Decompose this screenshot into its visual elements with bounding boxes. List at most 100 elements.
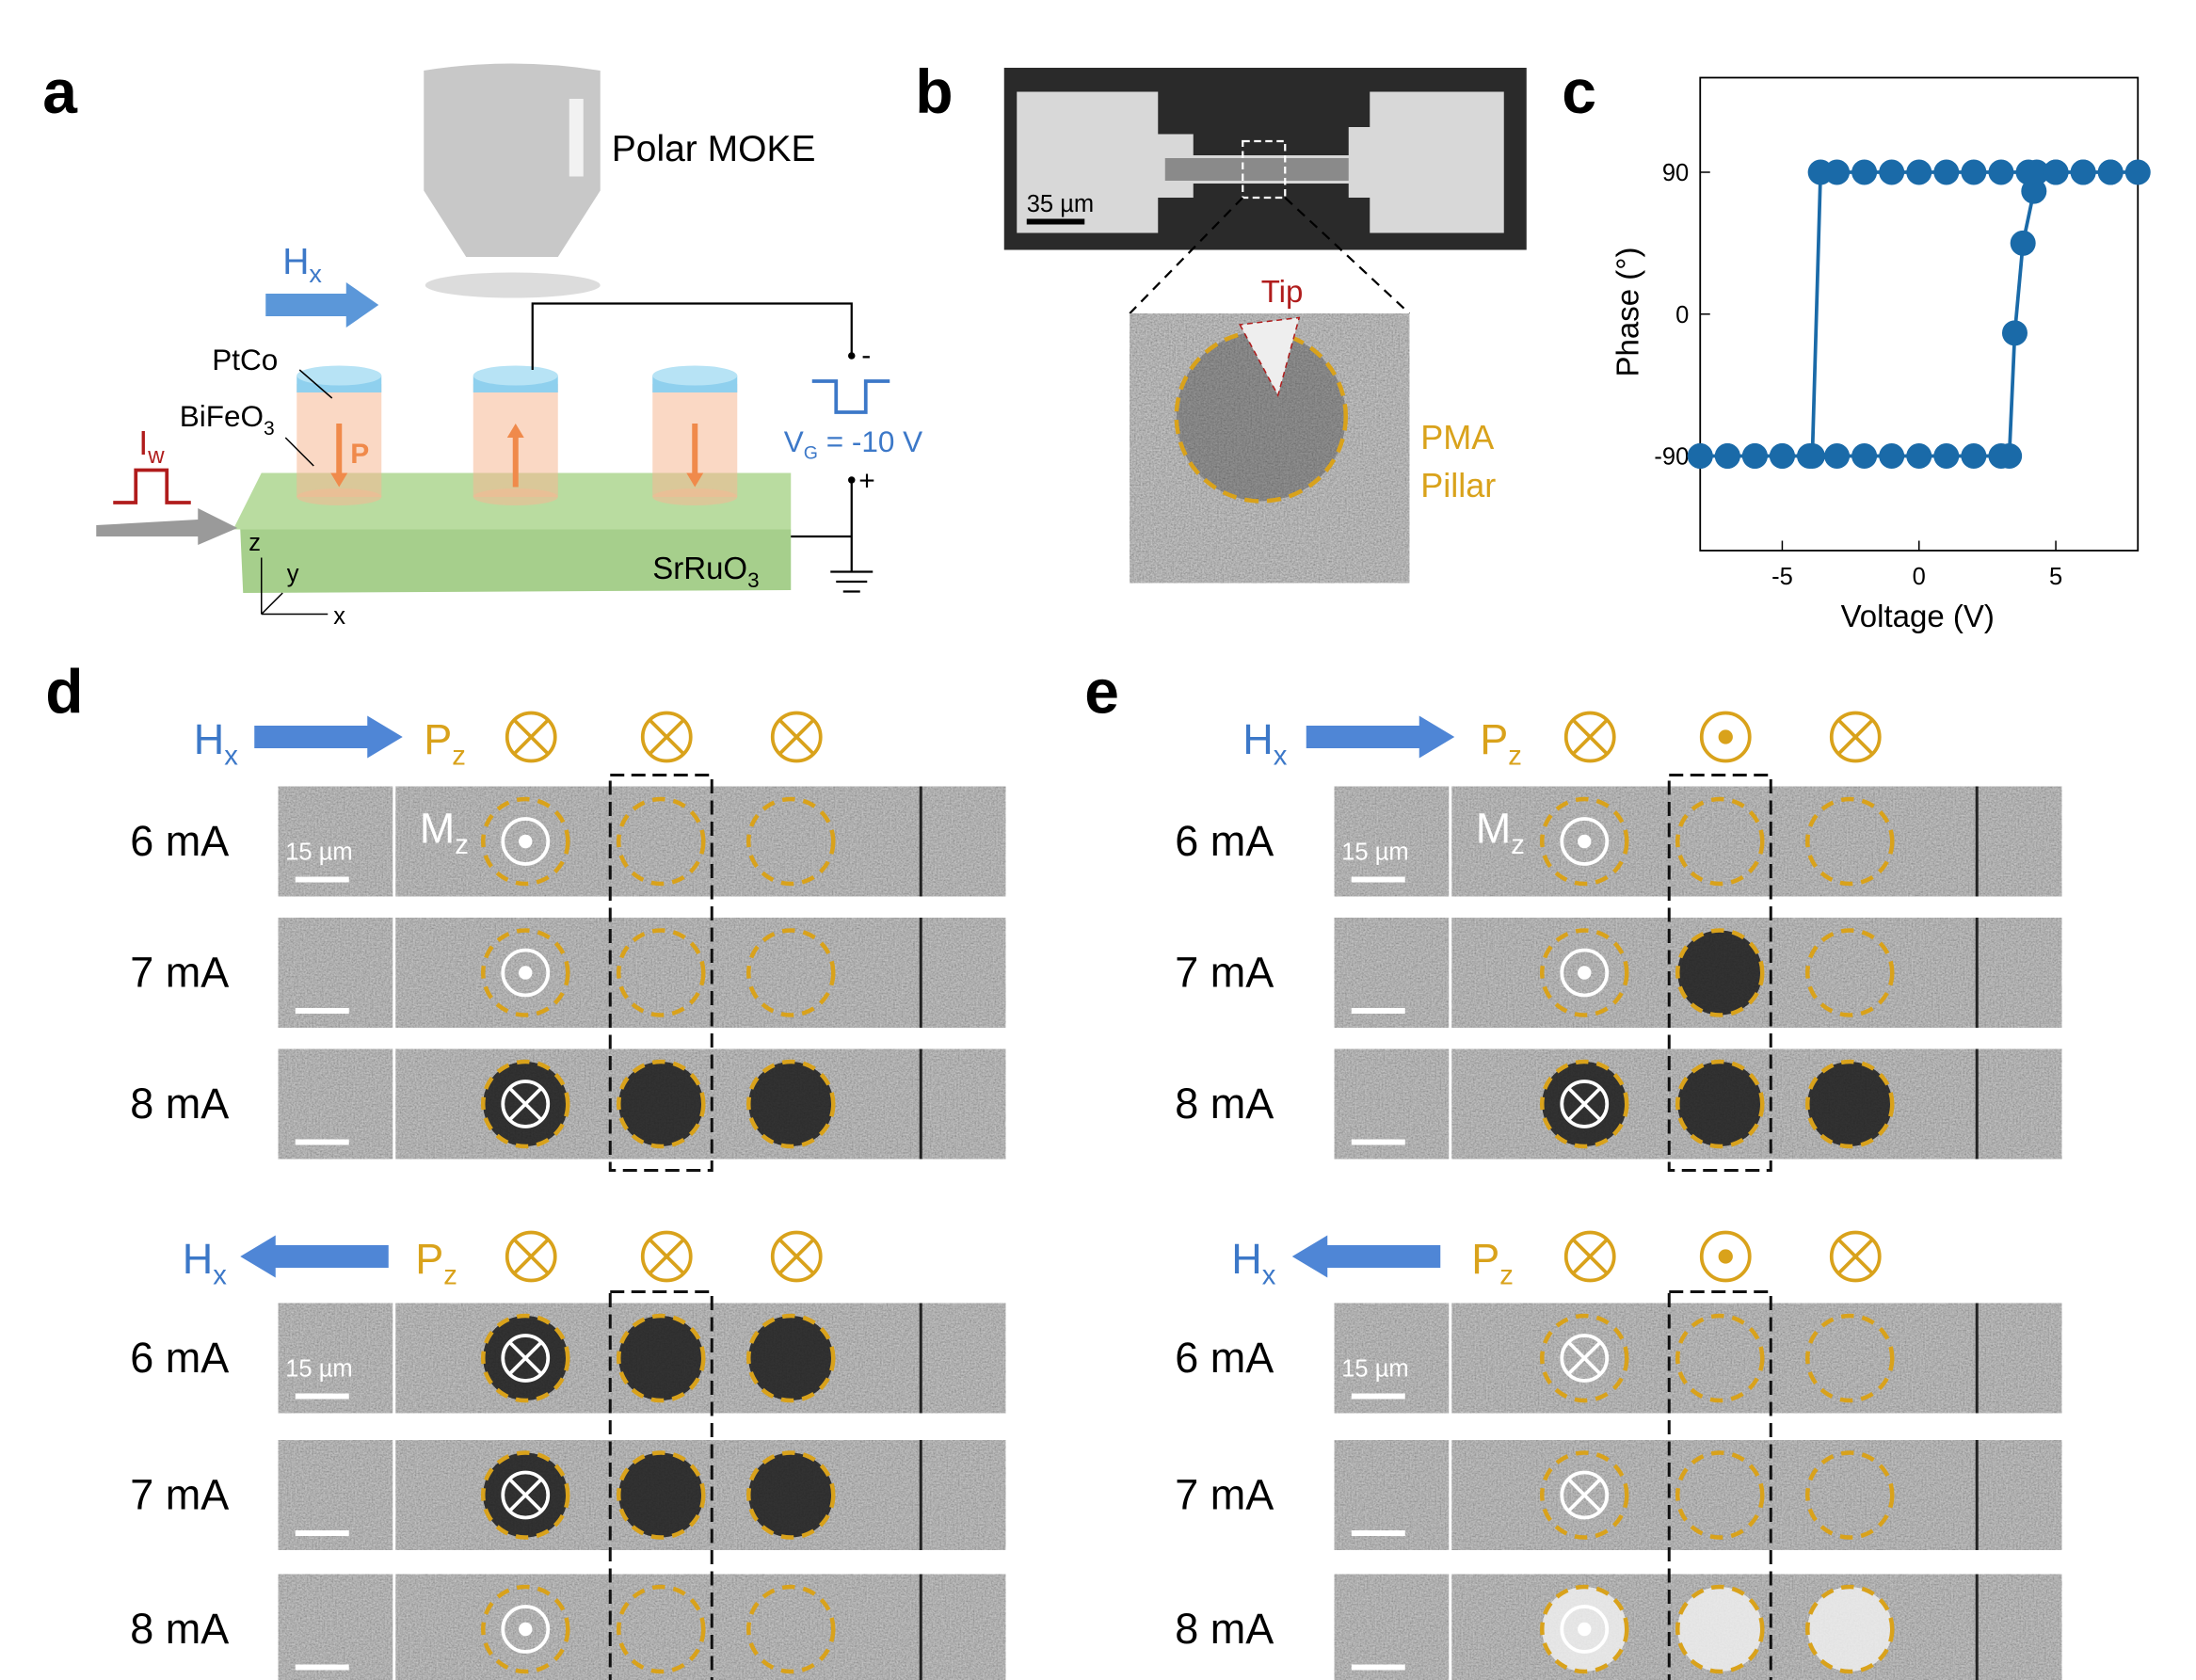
ground [791, 480, 874, 593]
pillar-base [297, 488, 382, 505]
symbol-ring [501, 1470, 551, 1520]
pillar-outline [481, 1584, 570, 1674]
row-label: 6 mA [130, 817, 229, 865]
plot-frame [1699, 76, 2140, 552]
symbol-ring [1699, 711, 1752, 763]
scale-label: 15 µm [1341, 840, 1408, 866]
symbol-ring [501, 1605, 551, 1654]
polarization-head [686, 472, 704, 488]
pillar-outline [617, 1313, 706, 1403]
pillar-outline [617, 796, 706, 887]
row-label: 6 mA [1175, 1334, 1274, 1382]
pillar-outline [1805, 1059, 1895, 1149]
data-point [1687, 443, 1713, 469]
data-point [1961, 159, 1987, 185]
data-point [1714, 443, 1740, 469]
current-label: Iw [138, 424, 165, 469]
pillar-outline [1540, 1313, 1629, 1403]
symbol-dot [1578, 966, 1592, 980]
data-point [1933, 159, 1960, 185]
channel [1164, 158, 1349, 181]
pillar-outline [1805, 1450, 1895, 1540]
chart: -5 0 5 -90 0 90 [1654, 159, 2151, 590]
pillar-outline [481, 1059, 570, 1149]
symbol-dot [519, 966, 533, 980]
row-label: 7 mA [1175, 1471, 1274, 1519]
pillar-outline [1805, 1584, 1895, 1674]
zoom-box [1242, 139, 1287, 200]
data-point [1741, 443, 1768, 469]
symbol-dot [1578, 834, 1592, 849]
symbol-ring [640, 1230, 693, 1283]
pillar-outline [481, 1313, 570, 1403]
symbol-ring [1699, 1230, 1752, 1283]
axes-icon [260, 557, 329, 616]
minus: - [861, 340, 871, 371]
objective [424, 63, 601, 257]
pillar-outline [1805, 928, 1895, 1017]
pol-label-main: P [1480, 715, 1508, 763]
plus: + [858, 466, 875, 497]
panel-label: d [45, 657, 83, 727]
switched-domain [748, 1452, 834, 1538]
pillar-outline [746, 1584, 836, 1674]
scale-label: 15 µm [285, 840, 352, 866]
data-point [1851, 159, 1878, 185]
gate-rest: = -10 V [818, 424, 922, 458]
pillar-outline [617, 1584, 706, 1674]
field-label: Hx [282, 242, 322, 288]
data-point [1906, 443, 1932, 469]
zoom-line [1284, 197, 1411, 314]
row-label: 8 mA [1175, 1080, 1274, 1128]
mag-label-main: M [1476, 805, 1512, 853]
leader [298, 369, 333, 399]
row-label: 6 mA [130, 1334, 229, 1382]
objective-shine [569, 99, 584, 177]
panel-label: a [42, 56, 78, 126]
symbol-cross [508, 1087, 542, 1121]
pillar-outline [1540, 928, 1629, 1017]
field-sub: x [309, 260, 322, 288]
symbol-cross [778, 719, 814, 755]
symbol-cross [1572, 1239, 1608, 1274]
switched-domain [1807, 1587, 1893, 1672]
pillar-base [652, 488, 738, 505]
wire [531, 302, 853, 370]
data-point [1799, 443, 1825, 469]
symbol-ring [505, 1230, 557, 1283]
pol-label-main: P [415, 1235, 443, 1283]
gate-sub: G [804, 443, 818, 464]
row-label: 7 mA [130, 949, 229, 997]
data-point [1906, 159, 1932, 185]
mag-label: Mz [1476, 805, 1525, 860]
data-point [1879, 159, 1905, 185]
pillar-outline [746, 1450, 836, 1540]
panel-label: c [1562, 56, 1596, 126]
field-arrow [254, 715, 403, 759]
pol-label-sub: z [1508, 741, 1522, 771]
switched-domain [1807, 1062, 1893, 1146]
pillar-outline [1675, 1313, 1765, 1403]
pol-label: Pz [415, 1235, 457, 1290]
switched-domain [1677, 1062, 1763, 1146]
field-label-sub: x [213, 1260, 227, 1290]
pillar-outline [1805, 796, 1895, 887]
symbol-cross [508, 1341, 542, 1375]
data-line [1700, 170, 2139, 458]
pillar-label: Pillar [1420, 466, 1496, 504]
field-label: Hx [194, 715, 239, 771]
switched-domain [618, 1452, 704, 1538]
current-sub: w [147, 443, 165, 469]
pillar-contrast [1176, 331, 1346, 502]
ferro-label: BiFeO3 [180, 399, 275, 440]
mag-label-sub: z [455, 830, 469, 860]
top-layer-label: PtCo [212, 343, 278, 376]
symbol-ring [1829, 711, 1882, 763]
terminal [848, 352, 856, 360]
symbol-cross [513, 719, 549, 755]
field-label-main: H [1231, 1235, 1262, 1283]
y-axis-label: Phase (°) [1610, 248, 1644, 377]
switched-domain [1677, 930, 1763, 1016]
y-tick-label: 90 [1662, 160, 1689, 186]
pol-label-sub: z [443, 1260, 457, 1290]
